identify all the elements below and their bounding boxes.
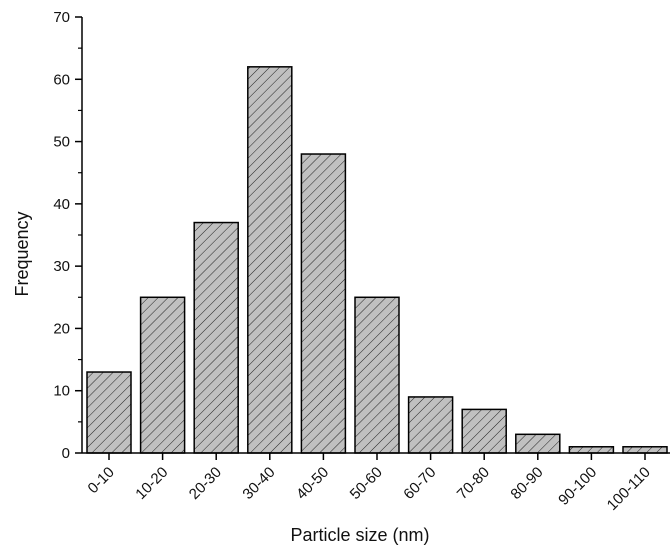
y-ticks-group: 0 10 20 30 40 50 60 70 — [53, 9, 82, 462]
y-tick-label: 10 — [53, 383, 70, 400]
bar-10-20 — [139, 296, 186, 454]
x-tick-label: 60-70 — [400, 464, 439, 503]
x-ticks-group: 0-10 10-20 20-30 30-40 40-50 50-60 60-70 70-80 8… — [85, 453, 654, 514]
x-tick-label: 50-60 — [347, 464, 386, 503]
x-tick-label: 70-80 — [454, 464, 493, 503]
y-tick-label: 20 — [53, 320, 70, 337]
x-tick-label: 90-100 — [555, 464, 600, 509]
y-tick-label: 70 — [53, 9, 70, 26]
x-tick-label: 100-110 — [604, 464, 654, 514]
bar-70-80 — [461, 408, 507, 454]
bar-0-10 — [86, 371, 132, 454]
x-tick-label: 0-10 — [85, 464, 118, 497]
bar-30-40 — [247, 66, 293, 454]
y-axis-title: Frequency — [12, 211, 32, 296]
bar-60-70 — [407, 396, 454, 454]
y-tick-label: 40 — [53, 196, 70, 213]
bar-90-100 — [568, 446, 615, 454]
bar-50-60 — [354, 296, 400, 454]
y-tick-label: 50 — [53, 134, 70, 151]
y-tick-label: 60 — [53, 71, 70, 88]
bar-100-110 — [622, 446, 668, 454]
x-tick-label: 20-30 — [186, 464, 225, 503]
bar-40-50 — [300, 153, 347, 454]
bar-80-90 — [515, 433, 561, 454]
y-tick-label: 30 — [53, 258, 70, 275]
x-axis-title: Particle size (nm) — [290, 525, 429, 545]
x-tick-label: 40-50 — [293, 464, 332, 503]
x-tick-label: 30-40 — [239, 464, 278, 503]
y-tick-label: 0 — [62, 445, 70, 462]
bar-20-30 — [193, 221, 239, 454]
bars-group — [86, 66, 668, 454]
x-tick-label: 10-20 — [132, 464, 171, 503]
x-tick-label: 80-90 — [507, 464, 546, 503]
